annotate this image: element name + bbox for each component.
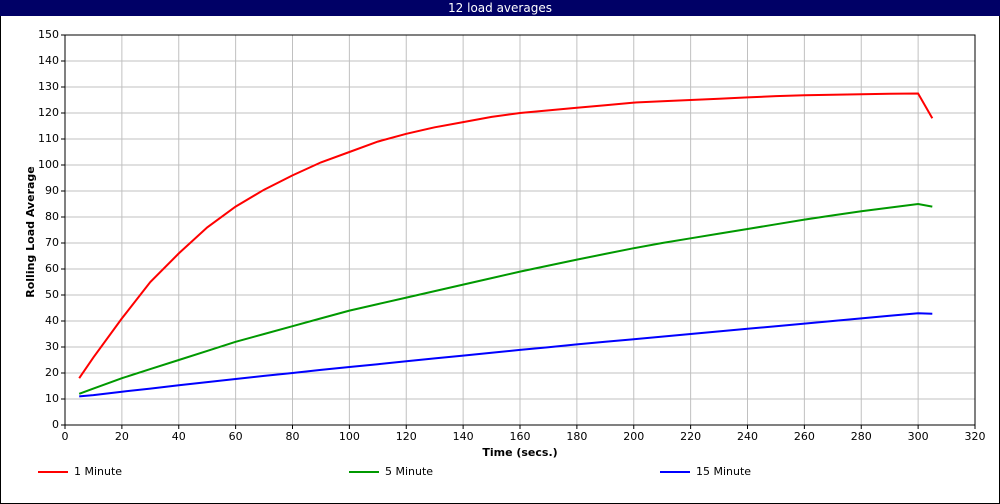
y-tick-label: 100 (38, 158, 59, 171)
y-axis-label: Rolling Load Average (24, 166, 37, 298)
x-tick-label: 280 (851, 430, 872, 443)
y-tick-label: 90 (45, 184, 59, 197)
y-tick-label: 0 (52, 418, 59, 431)
x-tick-label: 200 (623, 430, 644, 443)
x-tick-label: 160 (510, 430, 531, 443)
x-tick-label: 180 (566, 430, 587, 443)
x-tick-label: 40 (172, 430, 186, 443)
x-tick-label: 0 (62, 430, 69, 443)
x-tick-label: 20 (115, 430, 129, 443)
y-tick-label: 10 (45, 392, 59, 405)
y-tick-label: 110 (38, 132, 59, 145)
y-tick-label: 120 (38, 106, 59, 119)
y-tick-label: 150 (38, 28, 59, 41)
series-line (78, 92, 934, 379)
y-tick-label: 50 (45, 288, 59, 301)
y-tick-label: 40 (45, 314, 59, 327)
title-bar (0, 0, 1000, 16)
y-tick-label: 30 (45, 340, 59, 353)
y-tick-label: 80 (45, 210, 59, 223)
x-axis-label: Time (secs.) (482, 446, 557, 459)
x-tick-label: 300 (908, 430, 929, 443)
series-line (78, 202, 933, 395)
legend-label: 15 Minute (696, 465, 751, 478)
x-tick-label: 80 (286, 430, 300, 443)
chart-title: 12 load averages (448, 1, 552, 15)
y-tick-label: 140 (38, 54, 59, 67)
x-tick-label: 60 (229, 430, 243, 443)
legend-label: 1 Minute (74, 465, 122, 478)
y-tick-label: 130 (38, 80, 59, 93)
series-line (79, 312, 933, 398)
y-tick-label: 60 (45, 262, 59, 275)
x-tick-label: 100 (339, 430, 360, 443)
x-tick-label: 240 (737, 430, 758, 443)
plot-area (64, 34, 976, 426)
x-tick-label: 260 (794, 430, 815, 443)
y-tick-label: 70 (45, 236, 59, 249)
x-tick-label: 120 (396, 430, 417, 443)
x-tick-label: 140 (453, 430, 474, 443)
legend-label: 5 Minute (385, 465, 433, 478)
x-tick-label: 320 (965, 430, 986, 443)
x-tick-label: 220 (680, 430, 701, 443)
y-tick-label: 20 (45, 366, 59, 379)
